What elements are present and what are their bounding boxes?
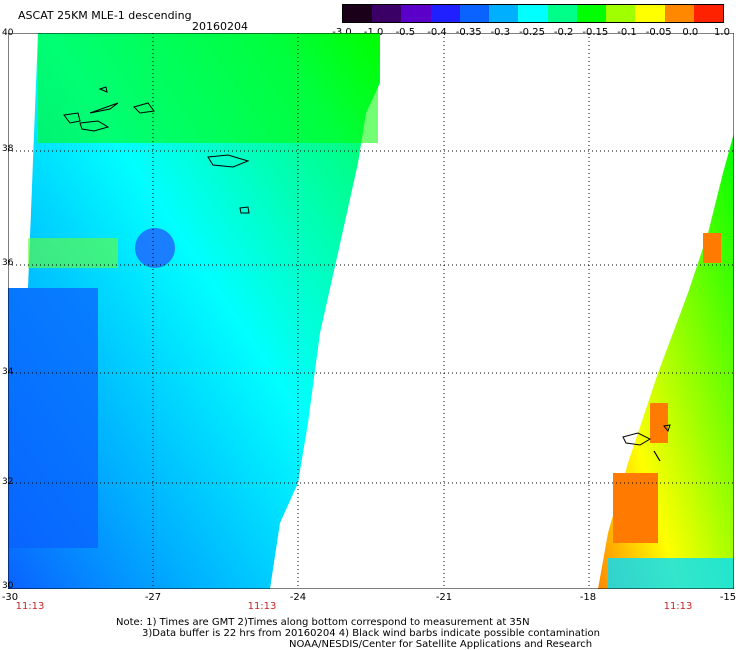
x-tick-minus18: -18: [579, 592, 597, 603]
swath-left-green-band: [28, 238, 118, 268]
color-scale-segment: [489, 5, 519, 22]
wind-barb: [653, 450, 661, 462]
color-scale-segment: [693, 5, 724, 22]
color-scale-segment: [401, 5, 431, 22]
x-tick-minus30: -30: [1, 592, 19, 603]
y-tick-32: 32: [2, 477, 14, 487]
swath-right-orange-2: [650, 403, 668, 443]
color-scale-segment: [606, 5, 636, 22]
island-azores-3: [89, 102, 119, 114]
map-title: ASCAT 25KM MLE-1 descending: [18, 9, 192, 22]
island-azores-1: [63, 112, 81, 124]
grid-lines: [8, 33, 734, 589]
color-scale-segment: [518, 5, 548, 22]
island-azores-5: [207, 154, 250, 168]
y-tick-38: 38: [2, 144, 14, 154]
color-scale-segment: [430, 5, 460, 22]
swath-right-cyan-bottom: [608, 558, 734, 589]
map-plot: [8, 33, 734, 589]
island-azores-7: [98, 86, 108, 93]
swath-left-blue-west: [8, 288, 98, 548]
swath-right-orange: [613, 473, 658, 543]
note-line-3: NOAA/NESDIS/Center for Satellite Applica…: [289, 639, 593, 650]
note-line-1: Note: 1) Times are GMT 2)Times along bot…: [116, 617, 530, 628]
color-scale-segment: [372, 5, 402, 22]
island-azores-4: [133, 102, 155, 114]
island-porto-santo: [663, 424, 671, 433]
low-wind-spot: [135, 228, 175, 268]
x-tick-minus15: -15: [719, 592, 737, 603]
swath-left-green-top: [38, 33, 378, 143]
pass-time-1: 11:13: [15, 601, 45, 612]
color-scale-segment: [343, 5, 373, 22]
island-azores-2: [79, 120, 110, 132]
color-scale-segment: [635, 5, 665, 22]
map-date: 20160204: [192, 20, 248, 33]
color-scale-segment: [576, 5, 607, 22]
y-tick-34: 34: [2, 367, 14, 377]
island-madeira: [622, 432, 652, 446]
island-azores-6: [239, 206, 250, 214]
note-line-2: 3)Data buffer is 22 hrs from 20160204 4)…: [142, 628, 600, 639]
y-tick-40: 40: [2, 28, 14, 38]
pass-time-2: 11:13: [247, 601, 277, 612]
color-scale-segment: [547, 5, 577, 22]
x-tick-minus27: -27: [144, 592, 162, 603]
color-scale-bar: [342, 4, 724, 23]
x-tick-minus21: -21: [435, 592, 453, 603]
swath-left: [8, 33, 380, 589]
color-scale-segment: [664, 5, 694, 22]
pass-time-3: 11:13: [663, 601, 693, 612]
y-tick-36: 36: [2, 258, 14, 268]
color-scale-segment: [459, 5, 490, 22]
swath-right-orange-3: [703, 233, 721, 263]
y-tick-30: 30: [2, 581, 14, 591]
x-tick-minus24: -24: [289, 592, 307, 603]
